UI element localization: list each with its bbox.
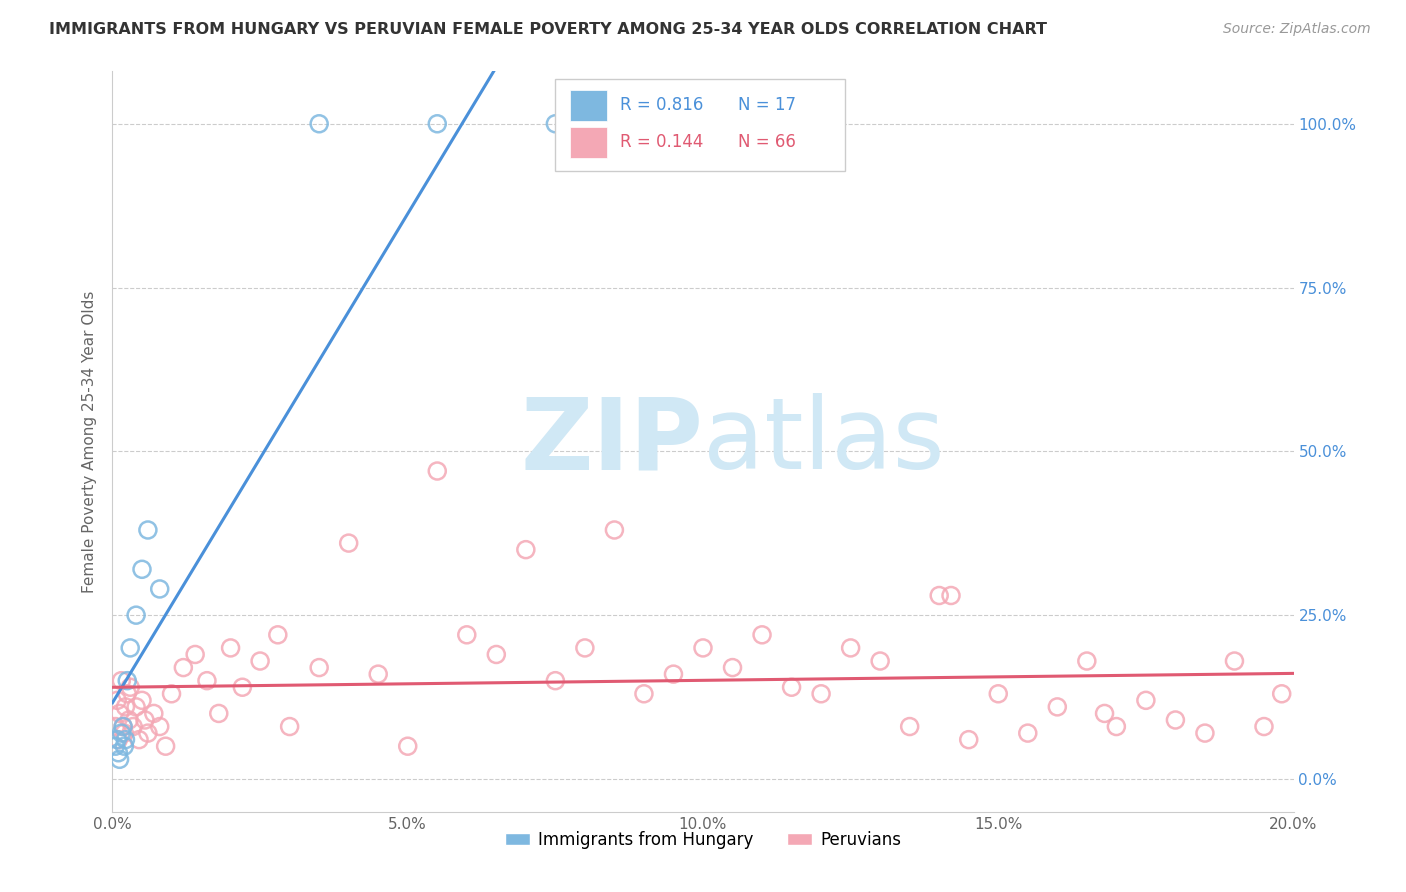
Point bbox=[112, 720, 135, 734]
Point bbox=[396, 739, 419, 754]
Point bbox=[104, 720, 127, 734]
Point bbox=[987, 687, 1010, 701]
Point bbox=[118, 713, 141, 727]
Point bbox=[957, 732, 980, 747]
Text: IMMIGRANTS FROM HUNGARY VS PERUVIAN FEMALE POVERTY AMONG 25-34 YEAR OLDS CORRELA: IMMIGRANTS FROM HUNGARY VS PERUVIAN FEMA… bbox=[49, 22, 1047, 37]
Point bbox=[662, 667, 685, 681]
Point bbox=[131, 562, 153, 576]
Point bbox=[142, 706, 165, 721]
Point bbox=[114, 699, 136, 714]
Point bbox=[249, 654, 271, 668]
Point bbox=[110, 726, 132, 740]
FancyBboxPatch shape bbox=[569, 90, 607, 121]
Point bbox=[125, 608, 148, 623]
Point bbox=[367, 667, 389, 681]
Point bbox=[122, 720, 145, 734]
Point bbox=[104, 739, 127, 754]
Point bbox=[125, 699, 148, 714]
Point bbox=[1164, 713, 1187, 727]
Point bbox=[1105, 720, 1128, 734]
Point bbox=[134, 713, 156, 727]
Text: N = 66: N = 66 bbox=[738, 134, 796, 152]
Point bbox=[114, 732, 136, 747]
Y-axis label: Female Poverty Among 25-34 Year Olds: Female Poverty Among 25-34 Year Olds bbox=[82, 291, 97, 592]
Point bbox=[267, 628, 290, 642]
Point bbox=[107, 746, 129, 760]
Text: N = 17: N = 17 bbox=[738, 96, 796, 114]
FancyBboxPatch shape bbox=[555, 78, 845, 171]
Point bbox=[308, 117, 330, 131]
Point bbox=[485, 648, 508, 662]
Point bbox=[149, 720, 172, 734]
Point bbox=[160, 687, 183, 701]
Point bbox=[928, 589, 950, 603]
Point bbox=[456, 628, 478, 642]
Point bbox=[603, 523, 626, 537]
Point bbox=[105, 693, 128, 707]
Point bbox=[278, 720, 301, 734]
Point bbox=[155, 739, 177, 754]
Point bbox=[780, 680, 803, 694]
Point bbox=[136, 523, 159, 537]
Point bbox=[128, 732, 150, 747]
Point bbox=[117, 673, 138, 688]
Point bbox=[839, 640, 862, 655]
Point bbox=[515, 542, 537, 557]
Point bbox=[105, 732, 128, 747]
Point bbox=[751, 628, 773, 642]
Point bbox=[208, 706, 231, 721]
Point bbox=[1223, 654, 1246, 668]
Point bbox=[1194, 726, 1216, 740]
Point bbox=[721, 660, 744, 674]
Point bbox=[1135, 693, 1157, 707]
Point bbox=[574, 640, 596, 655]
FancyBboxPatch shape bbox=[569, 127, 607, 158]
Point bbox=[426, 464, 449, 478]
Legend: Immigrants from Hungary, Peruvians: Immigrants from Hungary, Peruvians bbox=[498, 824, 908, 855]
Point bbox=[426, 117, 449, 131]
Point bbox=[544, 673, 567, 688]
Point bbox=[149, 582, 172, 596]
Point bbox=[869, 654, 891, 668]
Point bbox=[107, 732, 129, 747]
Point bbox=[898, 720, 921, 734]
Text: atlas: atlas bbox=[703, 393, 945, 490]
Point bbox=[172, 660, 194, 674]
Point bbox=[231, 680, 253, 694]
Point bbox=[219, 640, 242, 655]
Point bbox=[692, 640, 714, 655]
Point bbox=[633, 687, 655, 701]
Point bbox=[112, 739, 135, 754]
Point bbox=[112, 720, 135, 734]
Text: ZIP: ZIP bbox=[520, 393, 703, 490]
Point bbox=[939, 589, 962, 603]
Point bbox=[184, 648, 207, 662]
Point bbox=[1094, 706, 1116, 721]
Point bbox=[110, 673, 132, 688]
Text: R = 0.816: R = 0.816 bbox=[620, 96, 703, 114]
Point bbox=[1253, 720, 1275, 734]
Point bbox=[1017, 726, 1039, 740]
Point bbox=[195, 673, 218, 688]
Point bbox=[120, 640, 142, 655]
Point bbox=[810, 687, 832, 701]
Point bbox=[108, 706, 131, 721]
Point bbox=[136, 726, 159, 740]
Text: R = 0.144: R = 0.144 bbox=[620, 134, 703, 152]
Point bbox=[1076, 654, 1098, 668]
Point bbox=[1271, 687, 1294, 701]
Point bbox=[108, 752, 131, 766]
Point bbox=[112, 726, 135, 740]
Point bbox=[337, 536, 360, 550]
Point bbox=[308, 660, 330, 674]
Point bbox=[544, 117, 567, 131]
Text: Source: ZipAtlas.com: Source: ZipAtlas.com bbox=[1223, 22, 1371, 37]
Point bbox=[120, 680, 142, 694]
Point bbox=[1046, 699, 1069, 714]
Point bbox=[131, 693, 153, 707]
Point bbox=[117, 687, 138, 701]
